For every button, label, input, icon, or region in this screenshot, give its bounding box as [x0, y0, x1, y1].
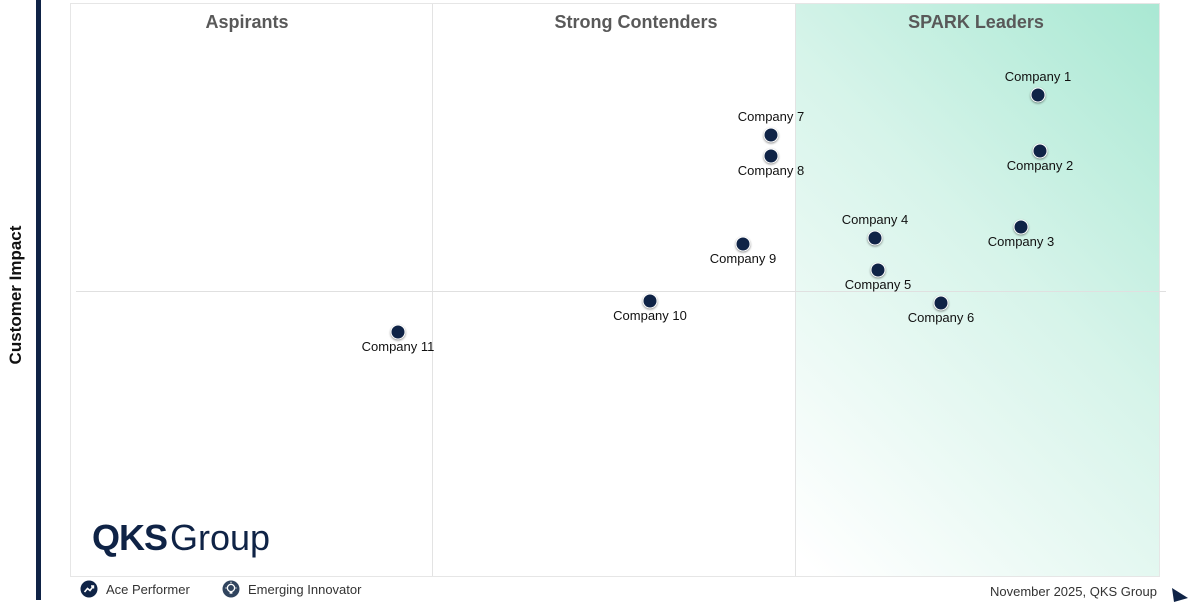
company-label-7: Company 7	[737, 109, 805, 124]
company-point-4	[867, 230, 883, 246]
company-label-1: Company 1	[1004, 69, 1072, 84]
company-point-2	[1032, 143, 1048, 159]
company-point-1	[1030, 87, 1046, 103]
plot-background	[71, 4, 795, 576]
quadrant-title-strong-contenders: Strong Contenders	[554, 12, 718, 32]
company-point-6	[933, 295, 949, 311]
legend-label-ace-performer: Ace Performer	[106, 581, 190, 597]
company-label-5: Company 5	[844, 277, 912, 292]
lightbulb-icon	[222, 580, 240, 598]
trend-up-icon	[80, 580, 98, 598]
company-label-11: Company 11	[361, 339, 435, 354]
quadrant-divider-2	[795, 4, 796, 576]
company-point-9	[735, 236, 751, 252]
x-axis-arrow-icon	[1172, 588, 1188, 602]
company-label-3: Company 3	[987, 234, 1055, 249]
logo-regular-text: Group	[170, 517, 271, 558]
y-axis-label: Customer Impact	[6, 225, 25, 365]
company-label-10: Company 10	[613, 308, 687, 323]
company-point-7	[763, 127, 779, 143]
logo-bold-text: QKS	[92, 517, 168, 558]
legend-emerging-innovator: Emerging Innovator	[222, 580, 361, 598]
company-label-2: Company 2	[1006, 158, 1074, 173]
company-point-8	[763, 148, 779, 164]
y-axis-line	[36, 0, 41, 600]
company-point-10	[642, 293, 658, 309]
footer-note: November 2025, QKS Group	[990, 584, 1157, 599]
company-point-3	[1013, 219, 1029, 235]
quadrant-divider-1	[432, 4, 433, 576]
qks-group-logo: QKSGroup	[92, 517, 270, 559]
company-point-11	[390, 324, 406, 340]
company-label-6: Company 6	[907, 310, 975, 325]
quadrant-title-spark-leaders: SPARK Leaders	[908, 12, 1044, 32]
legend-label-emerging-innovator: Emerging Innovator	[248, 581, 362, 597]
quadrant-title-aspirants: Aspirants	[205, 12, 289, 32]
legend-ace-performer: Ace Performer	[80, 580, 190, 598]
midline	[76, 291, 1166, 292]
company-label-8: Company 8	[737, 163, 805, 178]
company-label-4: Company 4	[841, 212, 909, 227]
quadrant-chart: Aspirants Strong Contenders SPARK Leader…	[70, 3, 1166, 577]
company-label-9: Company 9	[709, 251, 777, 266]
company-point-5	[870, 262, 886, 278]
